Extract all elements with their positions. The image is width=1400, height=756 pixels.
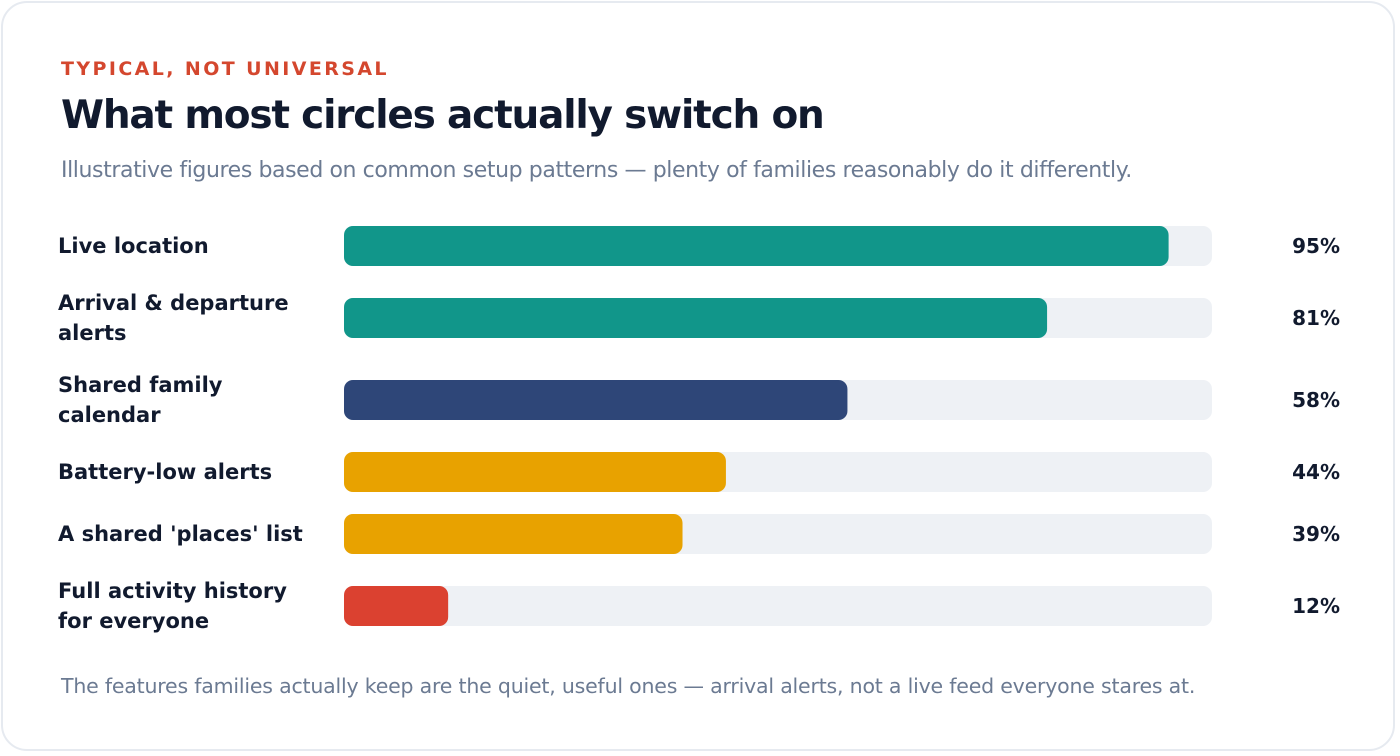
- bar: [344, 514, 683, 554]
- bar: [344, 586, 449, 626]
- chart-subtitle: Illustrative figures based on common set…: [61, 158, 1132, 183]
- chart-title: What most circles actually switch on: [61, 93, 825, 138]
- value-label: 12%: [1292, 594, 1340, 618]
- bar: [344, 298, 1048, 338]
- category-label: A shared 'places' list: [58, 522, 303, 546]
- category-label: Live location: [58, 234, 209, 258]
- eyebrow-label: TYPICAL, NOT UNIVERSAL: [61, 58, 389, 80]
- bar: [344, 452, 726, 492]
- category-label: Shared family calendar: [58, 373, 223, 427]
- bar: [344, 226, 1169, 266]
- bar: [344, 380, 848, 420]
- chart-footnote: The features families actually keep are …: [61, 674, 1196, 698]
- value-label: 44%: [1292, 460, 1340, 484]
- value-label: 95%: [1292, 234, 1340, 258]
- value-label: 58%: [1292, 388, 1340, 412]
- category-label: Battery-low alerts: [58, 460, 272, 484]
- bar-track: [344, 586, 1212, 626]
- value-label: 81%: [1292, 306, 1340, 330]
- category-label: Arrival & departure alerts: [58, 291, 289, 345]
- value-label: 39%: [1292, 522, 1340, 546]
- category-label: Full activity history for everyone: [58, 579, 287, 633]
